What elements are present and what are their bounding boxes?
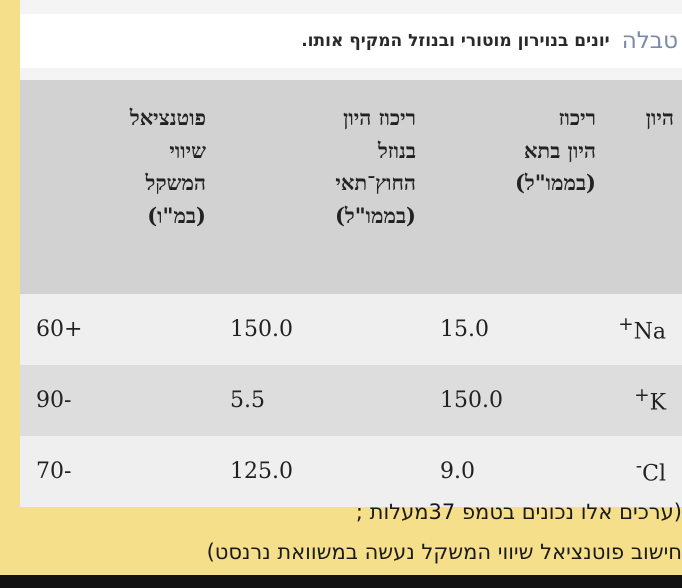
inside-concentration-cell: 15.0 [424,294,604,365]
outside-concentration-cell: 5.5 [214,365,424,436]
inside-concentration-cell: 9.0 [424,436,604,507]
bottom-bar [0,575,682,588]
header-line: (במ"ו) [147,202,206,228]
header-outside-concentration: ריכוז היון בנוזל החוץ־תאי (בממו"ל) [214,80,424,294]
outside-concentration-cell: 125.0 [214,436,424,507]
potential-cell: -70 [20,436,214,507]
table-header-row: היון ריכוז היון בתא (בממו"ל) ריכוז היון … [20,80,682,294]
ion-charge: + [634,385,650,407]
header-inside-concentration: ריכוז היון בתא (בממו"ל) [424,80,604,294]
ion-cell: Cl- [604,436,682,507]
caption-text: יונים בנוירון מוטורי ובנוזל המקיף אותו. [301,31,610,51]
header-line: החוץ־תאי [335,170,416,196]
header-line: שיווי [169,137,206,163]
table-row: K+ 150.0 5.5 -90 [20,365,682,436]
ion-cell: K+ [604,365,682,436]
header-line: היון [645,105,674,130]
footnote-line-2: חישוב פוטנציאל שיווי המשקל נעשה במשוואת … [206,540,682,564]
footnote-line-1: (ערכים אלו נכונים בטמפ 37מעלות ; [355,500,682,524]
document-page: טבלה יונים בנוירון מוטורי ובנוזל המקיף א… [20,0,682,507]
caption-label: טבלה [621,28,678,54]
outside-concentration-cell: 150.0 [214,294,424,365]
ion-table: היון ריכוז היון בתא (בממו"ל) ריכוז היון … [20,80,682,507]
header-line: ריכוז [558,105,596,130]
ion-cell: Na+ [604,294,682,365]
table-caption: טבלה יונים בנוירון מוטורי ובנוזל המקיף א… [20,14,682,68]
header-ion: היון [604,80,682,294]
header-line: המשקל [145,170,206,196]
table-row: Na+ 15.0 150.0 +60 [20,294,682,365]
ion-charge: + [618,314,634,336]
table-row: Cl- 9.0 125.0 -70 [20,436,682,507]
header-line: ריכוז היון [343,105,416,130]
ion-symbol: K [649,390,666,416]
header-line: בנוזל [377,137,416,163]
inside-concentration-cell: 150.0 [424,365,604,436]
ion-symbol: Cl [642,461,666,487]
ion-symbol: Na [633,319,666,345]
header-line: (בממו"ל) [334,202,416,228]
header-line: היון בתא [523,137,596,163]
header-line: (בממו"ל) [514,170,596,196]
potential-cell: -90 [20,365,214,436]
header-equilibrium-potential: פוטנציאל שיווי המשקל (במ"ו) [20,80,214,294]
header-line: פוטנציאל [129,105,206,130]
potential-cell: +60 [20,294,214,365]
ion-charge: - [635,456,643,478]
